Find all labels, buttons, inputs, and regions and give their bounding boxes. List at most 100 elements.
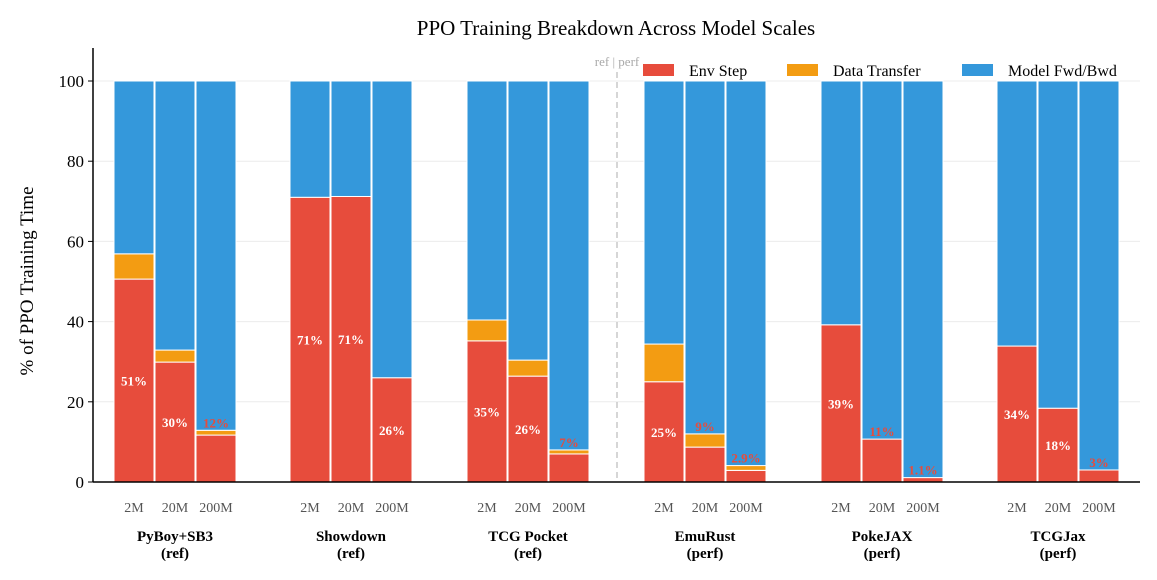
bar-model-fwd-bwd [289,80,331,198]
bar-model-fwd-bwd [820,80,862,326]
data-label: 51% [121,374,147,389]
bar-data-transfer [195,429,237,436]
x-tick-label: 20M [162,501,189,516]
bar-env-step [996,345,1038,483]
legend-label: Env Step [689,63,747,80]
bar-data-transfer [466,319,508,342]
group-tag: (perf) [1040,546,1077,562]
data-label: 12% [203,415,229,430]
y-tick-label: 80 [67,152,84,171]
data-label: 3% [1089,455,1109,470]
group-tag: (perf) [864,546,901,562]
bar-model-fwd-bwd [1078,80,1120,471]
legend-swatch [643,64,674,76]
x-tick-label: 2M [654,501,674,516]
y-axis-label: % of PPO Training Time [17,186,38,375]
group-tag: (ref) [514,546,542,562]
bar-group: 71% 71% 26% [289,80,413,483]
legend-swatch [962,64,993,76]
bar-model-fwd-bwd [725,80,767,467]
separator-label: ref | perf [595,54,640,69]
y-tick-label: 20 [67,393,84,412]
bar-env-step [820,324,862,483]
bar-data-transfer [507,359,549,377]
bar-env-step [1078,469,1120,483]
data-label: 34% [1004,407,1030,422]
bar-env-step [195,434,237,483]
bar-env-step [725,469,767,483]
group-label: PokeJAX [852,529,913,545]
data-label: 25% [651,425,677,440]
y-tick-label: 60 [67,232,84,251]
bar-model-fwd-bwd [466,80,508,321]
data-label: 7% [559,435,579,450]
y-tick-label: 100 [59,72,85,91]
x-tick-label: 20M [338,501,365,516]
bar-model-fwd-bwd [996,80,1038,347]
data-label: 71% [338,332,364,347]
x-tick-label: 20M [515,501,542,516]
data-label: 30% [162,415,188,430]
group-label: PyBoy+SB3 [137,529,213,545]
group-label: TCGJax [1030,529,1086,545]
group-tag: (ref) [337,546,365,562]
bar-model-fwd-bwd [548,80,590,451]
data-label: 2.9% [731,451,760,466]
bar-model-fwd-bwd [154,80,196,351]
legend-swatch [787,64,818,76]
x-tick-label: 2M [124,501,144,516]
bar-group: 35% 26% 7% [466,80,590,483]
x-tick-label: 2M [477,501,497,516]
x-tick-label: 200M [552,501,586,516]
x-tick-label: 2M [1007,501,1027,516]
x-tick-label: 200M [1082,501,1116,516]
group-tag: (perf) [687,546,724,562]
x-tick-label: 2M [300,501,320,516]
bar-model-fwd-bwd [643,80,685,345]
data-label: 26% [515,422,541,437]
bar-model-fwd-bwd [371,80,413,379]
bar-data-transfer [113,253,155,280]
y-tick-label: 40 [67,313,84,332]
bar-data-transfer [684,433,726,448]
data-label: 39% [828,396,854,411]
data-label: 9% [695,419,715,434]
bar-env-step [861,438,903,483]
x-tick-label: 200M [729,501,763,516]
x-tick-label: 20M [692,501,719,516]
legend-label: Model Fwd/Bwd [1008,63,1117,80]
x-tick-label: 20M [1045,501,1072,516]
bar-model-fwd-bwd [902,80,944,479]
bar-model-fwd-bwd [113,80,155,255]
legend-item: Env Step [643,63,747,80]
bar-group: 51% 30% 12% [113,80,237,483]
data-label: 11% [869,424,894,439]
bar-env-step [507,375,549,483]
bar-env-step [1037,407,1079,483]
data-label: 35% [474,404,500,419]
bar-data-transfer [725,465,767,471]
x-tick-label: 200M [199,501,233,516]
bar-model-fwd-bwd [330,80,372,197]
bar-group: 25% 9% 2.9% [643,80,767,483]
data-label: 26% [379,423,405,438]
bar-env-step [548,453,590,483]
bar-model-fwd-bwd [861,80,903,440]
bar-model-fwd-bwd [507,80,549,361]
bar-model-fwd-bwd [684,80,726,435]
bar-data-transfer [548,449,590,455]
bar-group: 34% 18% 3% [996,80,1120,483]
bar-model-fwd-bwd [195,80,237,431]
legend-item: Data Transfer [787,63,921,80]
group-label: EmuRust [675,529,736,545]
x-tick-label: 2M [831,501,851,516]
bar-env-step [113,278,155,483]
chart-title: PPO Training Breakdown Across Model Scal… [417,16,815,40]
group-tag: (ref) [161,546,189,562]
legend-item: Model Fwd/Bwd [962,63,1117,80]
group-label: Showdown [316,529,387,545]
data-label: 18% [1045,438,1071,453]
y-tick-label: 0 [76,473,85,492]
bar-data-transfer [154,349,196,363]
